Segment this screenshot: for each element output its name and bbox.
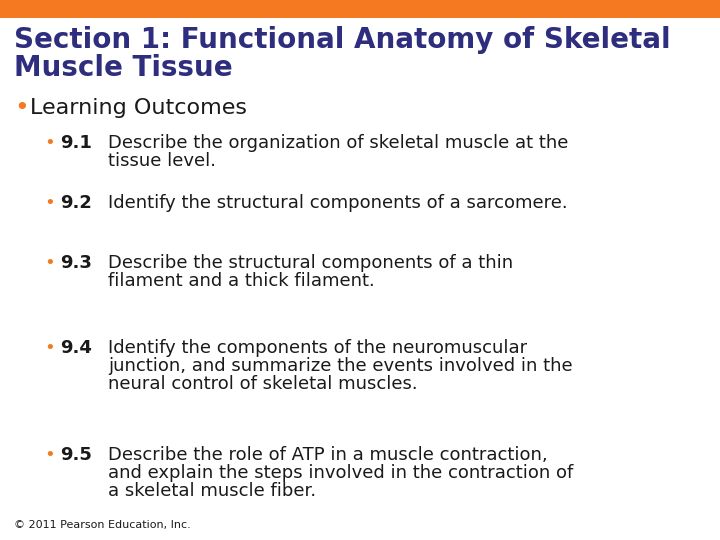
Text: •: • (14, 96, 29, 120)
Text: Learning Outcomes: Learning Outcomes (30, 98, 247, 118)
Text: 9.4: 9.4 (60, 339, 92, 357)
Text: Describe the organization of skeletal muscle at the: Describe the organization of skeletal mu… (108, 134, 568, 152)
Text: •: • (44, 339, 55, 357)
Text: Identify the components of the neuromuscular: Identify the components of the neuromusc… (108, 339, 527, 357)
Text: tissue level.: tissue level. (108, 152, 216, 170)
Text: © 2011 Pearson Education, Inc.: © 2011 Pearson Education, Inc. (14, 520, 191, 530)
Text: and explain the steps involved in the contraction of: and explain the steps involved in the co… (108, 464, 573, 482)
Text: Muscle Tissue: Muscle Tissue (14, 54, 233, 82)
Text: 9.3: 9.3 (60, 254, 92, 272)
Text: •: • (44, 134, 55, 152)
Bar (0, 0, 720, 18)
Text: filament and a thick filament.: filament and a thick filament. (108, 272, 374, 290)
Text: Describe the role of ATP in a muscle contraction,: Describe the role of ATP in a muscle con… (108, 446, 548, 464)
Text: neural control of skeletal muscles.: neural control of skeletal muscles. (108, 375, 418, 393)
Text: Section 1: Functional Anatomy of Skeletal: Section 1: Functional Anatomy of Skeleta… (14, 26, 670, 54)
Text: •: • (44, 254, 55, 272)
Text: 9.5: 9.5 (60, 446, 92, 464)
Text: junction, and summarize the events involved in the: junction, and summarize the events invol… (108, 357, 572, 375)
Text: •: • (44, 446, 55, 464)
Text: a skeletal muscle fiber.: a skeletal muscle fiber. (108, 482, 316, 500)
Text: Identify the structural components of a sarcomere.: Identify the structural components of a … (108, 194, 567, 212)
Text: Describe the structural components of a thin: Describe the structural components of a … (108, 254, 513, 272)
Text: •: • (44, 194, 55, 212)
Text: 9.2: 9.2 (60, 194, 92, 212)
Text: 9.1: 9.1 (60, 134, 92, 152)
